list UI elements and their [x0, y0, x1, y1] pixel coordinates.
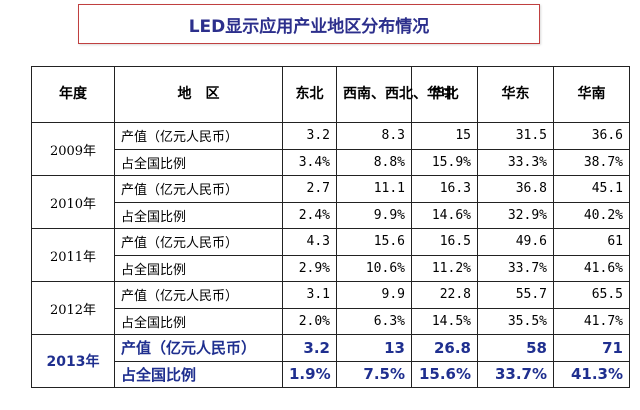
- output-label: 产值（亿元人民币）: [114, 281, 283, 309]
- output-northeast: 3.1: [282, 281, 337, 309]
- share-northeast: 2.4%: [282, 201, 337, 229]
- share-label: 占全国比例: [114, 307, 283, 335]
- share-northeast: 2.9%: [282, 254, 337, 282]
- share-southwest-northwest-central: 9.9%: [336, 201, 412, 229]
- share-label: 占全国比例: [114, 254, 283, 282]
- share-east: 35.5%: [477, 307, 554, 335]
- share-label: 占全国比例: [114, 201, 283, 229]
- output-east: 36.8: [477, 175, 554, 203]
- table-row: 2011年 产值（亿元人民币） 4.3 15.6 16.5 49.6 61: [31, 228, 630, 282]
- table-row: 占全国比例 1.9% 7.5% 15.6% 33.7% 41.3%: [32, 360, 630, 388]
- output-label: 产值（亿元人民币）: [114, 334, 283, 362]
- output-east: 49.6: [477, 228, 554, 256]
- share-south: 41.7%: [553, 307, 630, 335]
- share-southwest-northwest-central: 7.5%: [336, 360, 412, 388]
- year-cell: 2009年: [31, 122, 115, 176]
- table-row: 2009年 产值（亿元人民币） 3.2 8.3 15 31.5 36.6: [31, 122, 630, 176]
- share-south: 40.2%: [553, 201, 630, 229]
- header-south: 华南: [553, 66, 630, 123]
- header-southwest-northwest-central: 西南、西北、华中: [336, 66, 455, 123]
- region-table: 年度 地 区 东北 西南、西北、华中 华北 华东 华南 2009年 产值（亿元人民…: [31, 66, 630, 388]
- output-label: 产值（亿元人民币）: [114, 175, 283, 203]
- output-north: 22.8: [411, 281, 478, 309]
- output-label: 产值（亿元人民币）: [114, 122, 283, 150]
- share-north: 14.6%: [411, 201, 478, 229]
- share-northeast: 1.9%: [282, 360, 337, 388]
- output-northeast: 3.2: [282, 122, 337, 150]
- output-northeast: 4.3: [282, 228, 337, 256]
- share-east: 32.9%: [477, 201, 554, 229]
- output-south: 71: [553, 334, 630, 362]
- output-east: 58: [477, 334, 554, 362]
- page-title: LED显示应用产业地区分布情况: [78, 4, 540, 44]
- output-northeast: 3.2: [282, 334, 337, 362]
- share-northeast: 3.4%: [282, 148, 337, 176]
- output-northeast: 2.7: [282, 175, 337, 203]
- year-cell: 2013年: [31, 334, 115, 388]
- header-north: 华北: [411, 66, 478, 123]
- header-region: 地 区: [114, 66, 283, 123]
- share-south: 41.6%: [553, 254, 630, 282]
- table-row: 2010年 产值（亿元人民币） 2.7 11.1 16.3 36.8 45.1: [31, 175, 630, 229]
- output-south: 45.1: [553, 175, 630, 203]
- share-east: 33.7%: [477, 360, 554, 388]
- share-southwest-northwest-central: 10.6%: [336, 254, 412, 282]
- share-southwest-northwest-central: 8.8%: [336, 148, 412, 176]
- table-row: 占全国比例 2.4% 9.9% 14.6% 32.9% 40.2%: [32, 201, 630, 229]
- share-east: 33.7%: [477, 254, 554, 282]
- output-label: 产值（亿元人民币）: [114, 228, 283, 256]
- output-north: 16.3: [411, 175, 478, 203]
- year-cell: 2010年: [31, 175, 115, 229]
- year-cell: 2012年: [31, 281, 115, 335]
- share-south: 38.7%: [553, 148, 630, 176]
- table-row: 占全国比例 2.9% 10.6% 11.2% 33.7% 41.6%: [32, 254, 630, 282]
- table-header-row: 年度 地 区 东北 西南、西北、华中 华北 华东 华南: [31, 66, 630, 123]
- share-northeast: 2.0%: [282, 307, 337, 335]
- output-east: 55.7: [477, 281, 554, 309]
- output-east: 31.5: [477, 122, 554, 150]
- share-east: 33.3%: [477, 148, 554, 176]
- output-south: 65.5: [553, 281, 630, 309]
- output-south: 61: [553, 228, 630, 256]
- header-northeast: 东北: [282, 66, 337, 123]
- share-southwest-northwest-central: 6.3%: [336, 307, 412, 335]
- share-north: 15.9%: [411, 148, 478, 176]
- table-row: 占全国比例 2.0% 6.3% 14.5% 35.5% 41.7%: [32, 307, 630, 335]
- share-label: 占全国比例: [114, 360, 283, 388]
- table-row: 占全国比例 3.4% 8.8% 15.9% 33.3% 38.7%: [32, 148, 630, 176]
- output-southwest-northwest-central: 15.6: [336, 228, 412, 256]
- table-row: 2012年 产值（亿元人民币） 3.1 9.9 22.8 55.7 65.5: [31, 281, 630, 335]
- output-southwest-northwest-central: 13: [336, 334, 412, 362]
- output-north: 16.5: [411, 228, 478, 256]
- year-cell: 2011年: [31, 228, 115, 282]
- share-north: 14.5%: [411, 307, 478, 335]
- output-north: 26.8: [411, 334, 478, 362]
- table-row: 2013年 产值（亿元人民币） 3.2 13 26.8 58 71: [31, 334, 630, 388]
- share-south: 41.3%: [553, 360, 630, 388]
- share-label: 占全国比例: [114, 148, 283, 176]
- share-north: 15.6%: [411, 360, 478, 388]
- output-southwest-northwest-central: 11.1: [336, 175, 412, 203]
- output-north: 15: [411, 122, 478, 150]
- header-year: 年度: [31, 66, 115, 123]
- output-south: 36.6: [553, 122, 630, 150]
- share-north: 11.2%: [411, 254, 478, 282]
- output-southwest-northwest-central: 8.3: [336, 122, 412, 150]
- header-east: 华东: [477, 66, 554, 123]
- output-southwest-northwest-central: 9.9: [336, 281, 412, 309]
